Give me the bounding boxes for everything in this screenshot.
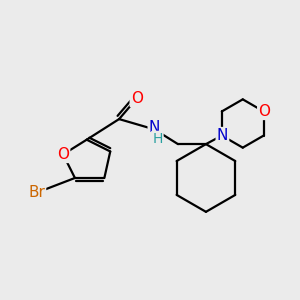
Text: O: O [258, 104, 270, 119]
Text: H: H [152, 132, 163, 146]
Text: N: N [149, 119, 160, 134]
Text: Br: Br [28, 185, 45, 200]
Text: O: O [57, 147, 69, 162]
Text: O: O [131, 91, 143, 106]
Text: N: N [217, 128, 228, 143]
